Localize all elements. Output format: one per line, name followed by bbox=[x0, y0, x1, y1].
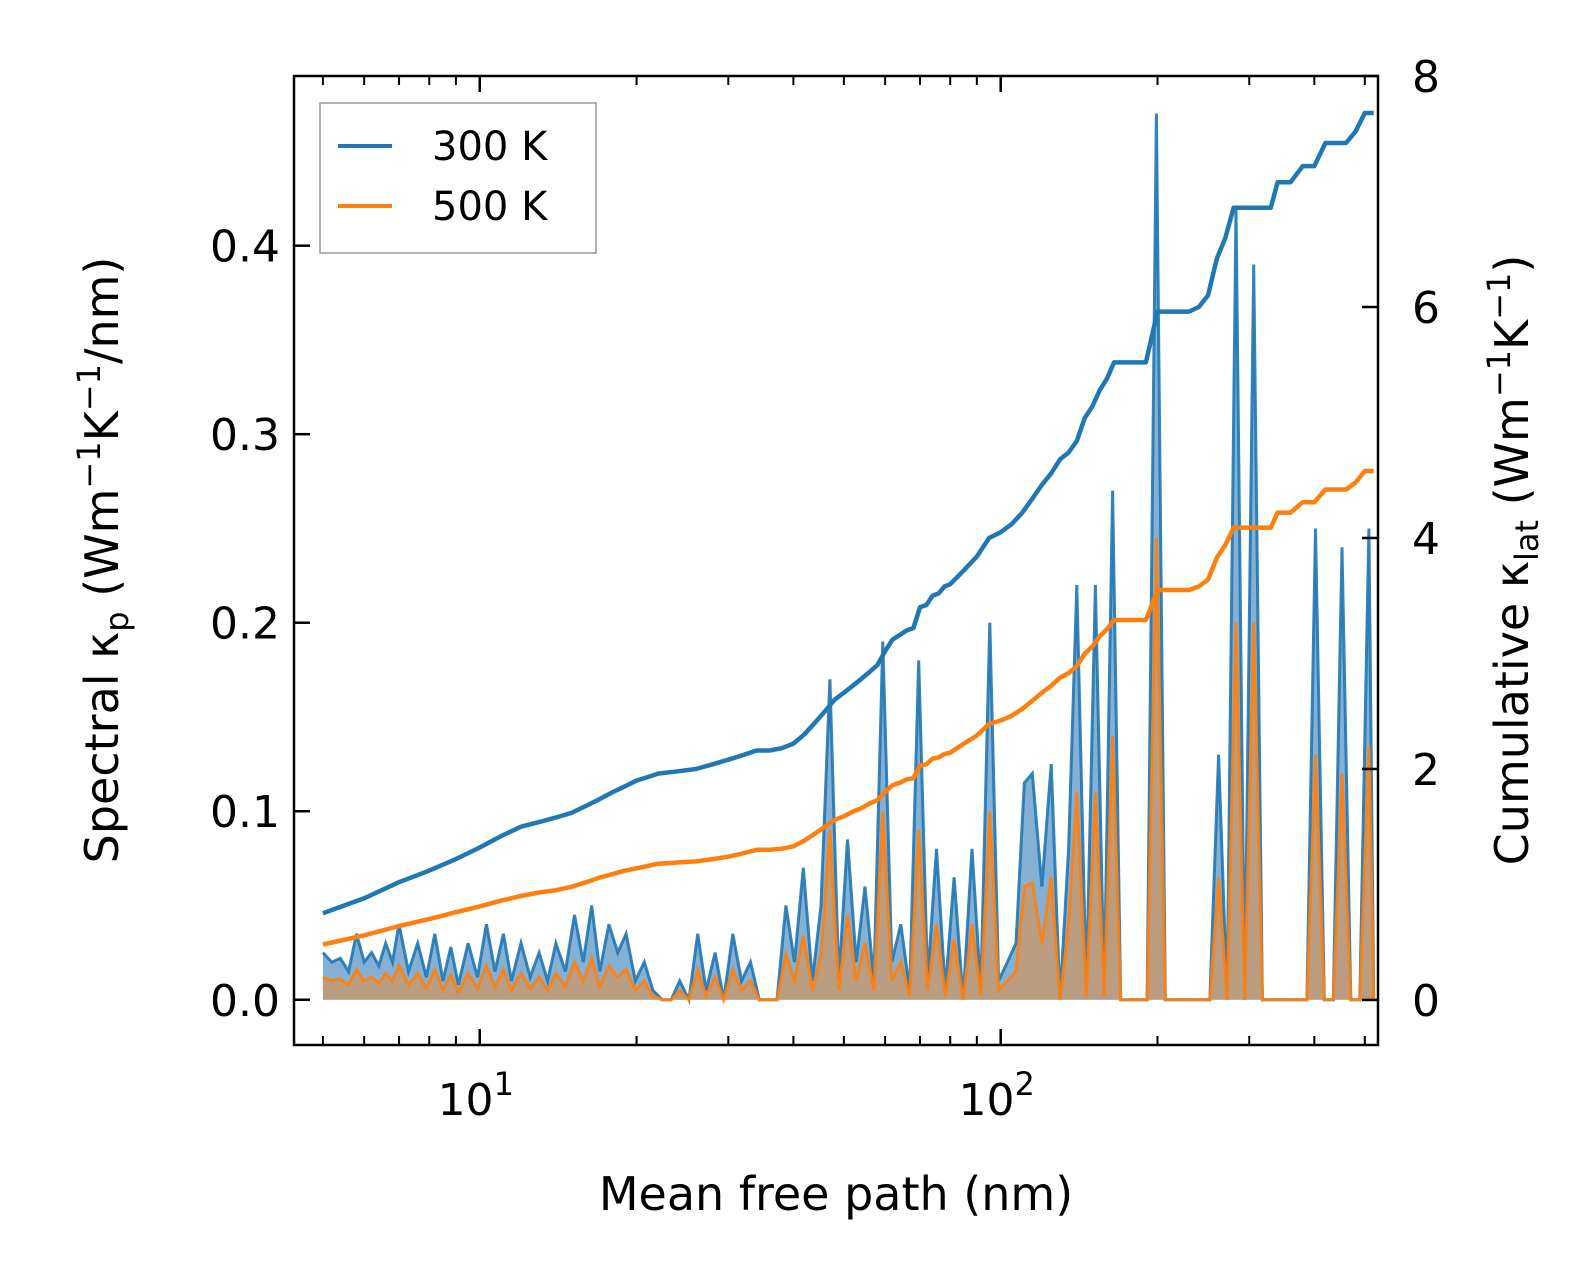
spectral-line-500k bbox=[322, 537, 1376, 1005]
y-right-label-units-open: (Wm bbox=[1485, 397, 1539, 520]
y-right-axis-label: Cumulative κlat (Wm−1K−1) bbox=[1480, 255, 1546, 866]
cumulative-series-layer bbox=[322, 110, 1374, 947]
cumulative-line-500k bbox=[322, 468, 1374, 947]
y-left-axis-label: Spectral κp (Wm−1K−1/nm) bbox=[70, 257, 136, 864]
x-tick-label-base: 10 bbox=[959, 1075, 1015, 1126]
y-right-label-sub: lat bbox=[1508, 520, 1546, 561]
y-right-tick-label: 0 bbox=[1412, 976, 1440, 1027]
y-left-tick-label: 0.4 bbox=[210, 222, 280, 273]
legend-label-300k: 300 K bbox=[432, 124, 549, 170]
cumulative-line-300k bbox=[322, 110, 1374, 916]
x-tick-label-exp: 2 bbox=[1015, 1065, 1035, 1103]
y-left-label-sup2: −1 bbox=[70, 364, 108, 411]
legend-label-500k: 500 K bbox=[432, 184, 549, 230]
y-left-label-suffix: /nm) bbox=[75, 257, 129, 364]
y-right-label-sup2: −1 bbox=[1480, 273, 1518, 320]
y-right-label-sup1: −1 bbox=[1480, 350, 1518, 397]
y-right-label-mid: K bbox=[1485, 318, 1539, 350]
y-right-tick-label: 2 bbox=[1412, 745, 1440, 796]
y-left-tick-label: 0.2 bbox=[210, 599, 280, 650]
x-tick-label-base: 10 bbox=[438, 1075, 494, 1126]
y-left-label-units-open: (Wm bbox=[75, 489, 129, 612]
x-axis-label: Mean free path (nm) bbox=[599, 1167, 1073, 1221]
y-left-tick-label: 0.0 bbox=[210, 976, 280, 1027]
spectral-area-500k bbox=[322, 537, 1374, 1000]
x-tick-label: 102 bbox=[959, 1065, 1035, 1126]
y-right-label-suffix: ) bbox=[1485, 255, 1539, 273]
y-left-tick-label: 0.1 bbox=[210, 787, 280, 838]
x-tick-label: 101 bbox=[438, 1065, 514, 1126]
y-left-label-sub: p bbox=[98, 611, 136, 631]
y-left-label-sup1: −1 bbox=[70, 441, 108, 488]
y-left-label-mid: K bbox=[75, 409, 129, 441]
y-right-tick-label: 8 bbox=[1412, 52, 1440, 103]
y-right-label-prefix: Cumulative κ bbox=[1485, 561, 1539, 865]
legend-box bbox=[319, 102, 597, 254]
y-left-label-prefix: Spectral κ bbox=[75, 632, 129, 864]
y-right-tick-label: 6 bbox=[1412, 283, 1440, 334]
legend: 300 K 500 K bbox=[319, 102, 597, 254]
x-tick-label-exp: 1 bbox=[494, 1065, 514, 1103]
plot-frame bbox=[292, 74, 1380, 1047]
spectral-series-layer bbox=[321, 113, 1376, 1005]
y-left-tick-label: 0.3 bbox=[210, 410, 280, 461]
y-right-tick-label: 4 bbox=[1412, 514, 1440, 565]
